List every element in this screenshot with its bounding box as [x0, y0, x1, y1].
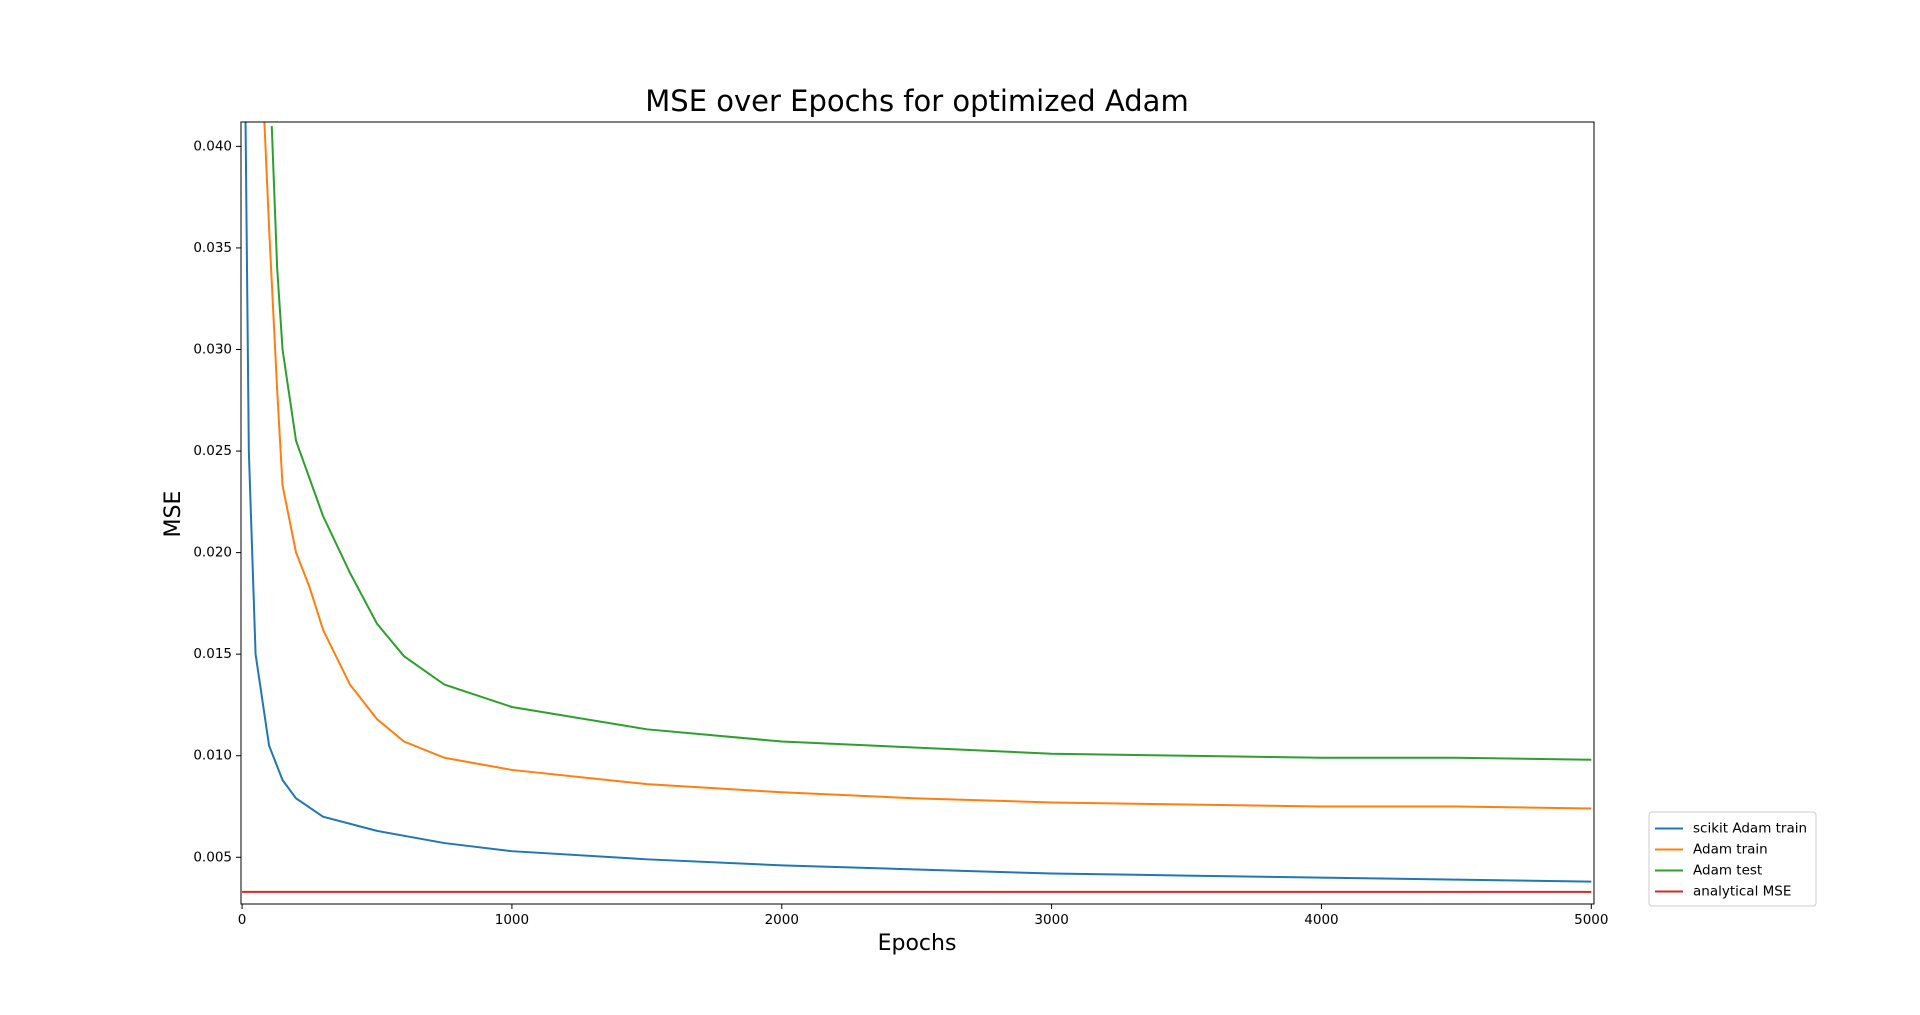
legend-label: Adam train	[1693, 842, 1768, 858]
legend-label: Adam test	[1693, 863, 1762, 879]
y-tick-label: 0.040	[193, 138, 232, 154]
y-tick-label: 0.010	[193, 748, 232, 764]
y-axis-label: MSE	[161, 491, 186, 538]
series-line	[270, 126, 1592, 761]
x-tick-label: 3000	[1034, 912, 1068, 928]
chart-title: MSE over Epochs for optimized Adam	[645, 84, 1188, 118]
y-tick-label: 0.030	[193, 341, 232, 357]
x-tick-label: 2000	[765, 912, 799, 928]
legend-label: scikit Adam train	[1693, 821, 1807, 837]
series-line	[244, 122, 1592, 883]
x-axis-label: Epochs	[878, 931, 957, 956]
y-tick-label: 0.005	[193, 849, 232, 865]
plot-lines	[242, 122, 1592, 893]
legend-box	[1648, 811, 1817, 907]
y-tick-label: 0.020	[193, 545, 232, 561]
y-tick-label: 0.015	[193, 646, 232, 662]
y-tick-label: 0.035	[193, 240, 232, 256]
legend: scikit Adam train Adam train Adam test anal…	[1648, 811, 1817, 907]
x-tick-label: 0	[238, 912, 247, 928]
x-tick-label: 1000	[495, 912, 529, 928]
y-tick-label: 0.025	[193, 443, 232, 459]
legend-label: analytical MSE	[1693, 884, 1791, 900]
series-line	[263, 122, 1592, 810]
x-tick-label: 5000	[1574, 912, 1608, 928]
plot-frame	[240, 121, 1595, 905]
x-tick-label: 4000	[1304, 912, 1338, 928]
